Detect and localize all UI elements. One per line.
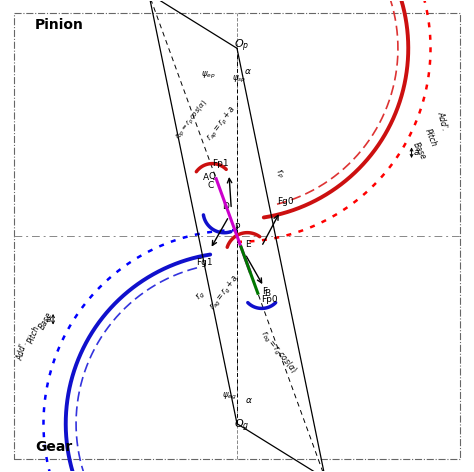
Text: $r_{bp}=r_pcos(\alpha)$: $r_{bp}=r_pcos(\alpha)$ (173, 97, 211, 142)
Text: Gear: Gear (35, 440, 73, 454)
Text: $\alpha$: $\alpha$ (244, 67, 252, 76)
Text: Base: Base (37, 310, 54, 331)
Text: $\psi_{eg}$: $\psi_{eg}$ (222, 391, 237, 403)
Text: Fp1: Fp1 (212, 160, 229, 169)
Text: a: a (414, 149, 419, 158)
Text: B: B (264, 289, 271, 298)
Text: $r_{ag}=r_g+a$: $r_{ag}=r_g+a$ (207, 273, 242, 313)
Text: a: a (45, 314, 51, 323)
Text: Pinion: Pinion (35, 18, 84, 32)
Text: Add'.: Add'. (436, 110, 449, 132)
Text: P: P (234, 223, 240, 232)
Text: $r_g$: $r_g$ (193, 288, 209, 303)
Text: $\alpha$: $\alpha$ (246, 396, 253, 405)
Text: D: D (222, 202, 228, 211)
Text: F: F (262, 287, 267, 296)
Text: Add'.: Add'. (15, 340, 29, 362)
Text: $r_{bg}=r_gcos(\alpha)$: $r_{bg}=r_gcos(\alpha)$ (256, 329, 299, 377)
Text: Pitch: Pitch (423, 127, 438, 148)
Text: Fg0: Fg0 (277, 197, 294, 206)
Text: $O_p$: $O_p$ (234, 38, 249, 54)
Text: $r_{ap}=r_p+a$: $r_{ap}=r_p+a$ (205, 104, 240, 144)
Text: Base: Base (410, 141, 428, 162)
Text: $\psi_{ep}$: $\psi_{ep}$ (201, 70, 216, 81)
Text: Q: Q (209, 172, 216, 181)
Text: Fp0: Fp0 (261, 295, 278, 304)
Text: E: E (246, 240, 251, 249)
Text: A: A (203, 173, 210, 182)
Text: $\psi_{sp}$: $\psi_{sp}$ (232, 74, 246, 84)
Text: Pitch: Pitch (27, 324, 42, 345)
Text: Fg1: Fg1 (196, 258, 213, 267)
Text: $O_g$: $O_g$ (234, 418, 249, 434)
Text: C: C (207, 181, 213, 190)
Text: $r_p$: $r_p$ (272, 167, 288, 182)
